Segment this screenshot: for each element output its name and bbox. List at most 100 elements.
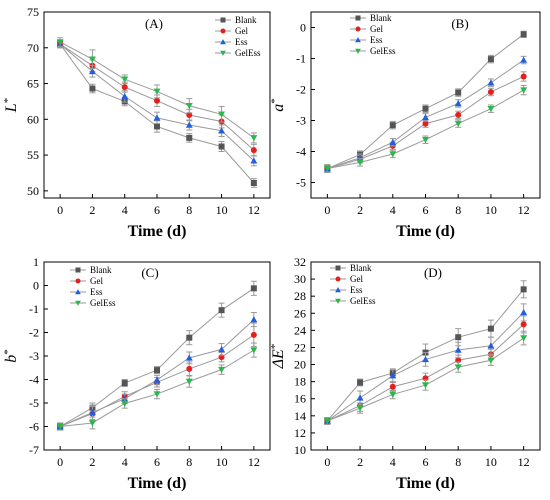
y-tick-label: 50: [27, 184, 39, 198]
data-point: [121, 400, 129, 407]
data-point: [455, 89, 462, 96]
series-blank: [57, 280, 257, 431]
y-axis-title: L*: [2, 98, 20, 113]
data-point: [520, 87, 528, 94]
data-point: [520, 31, 527, 38]
data-point: [218, 111, 226, 118]
legend-marker: [220, 17, 226, 23]
data-point: [520, 321, 527, 328]
series-line: [327, 89, 524, 170]
y-tick-label: 30: [294, 272, 306, 286]
legend-marker: [335, 287, 341, 293]
legend-marker: [220, 50, 226, 56]
legend-marker: [75, 300, 81, 306]
legend-label: Ess: [90, 287, 103, 297]
panel-label: (C): [141, 265, 158, 280]
series-geless: [323, 84, 528, 173]
x-axis-title: Time (d): [128, 223, 187, 240]
data-point: [153, 376, 161, 383]
data-point: [487, 105, 495, 113]
y-tick-label: 16: [294, 392, 306, 406]
y-tick-label: 75: [27, 5, 39, 19]
data-point: [154, 123, 160, 130]
legend-label: GelEss: [370, 46, 396, 56]
data-point: [520, 335, 528, 342]
data-point: [153, 391, 161, 398]
y-tick-label: 26: [294, 306, 306, 320]
y-tick-label: -5: [29, 396, 39, 410]
legend-label: Ess: [235, 37, 248, 47]
legend-label: Ess: [370, 35, 383, 45]
y-tick-label: -4: [296, 145, 306, 159]
data-point: [487, 88, 494, 95]
data-point: [218, 307, 225, 314]
x-axis-title: Time (d): [396, 223, 455, 240]
data-point: [250, 347, 258, 354]
data-point: [357, 379, 364, 386]
data-point: [356, 394, 364, 401]
data-point: [520, 286, 527, 293]
data-point: [422, 113, 429, 121]
data-point: [454, 120, 462, 128]
x-tick-label: 4: [390, 455, 396, 469]
x-tick-label: 12: [518, 455, 530, 469]
y-axis-title-main: ΔE: [270, 349, 287, 369]
y-tick-label: 24: [294, 323, 306, 337]
data-point: [89, 85, 96, 92]
x-tick-label: 6: [423, 455, 429, 469]
data-point: [186, 134, 193, 141]
y-tick-label: 18: [294, 375, 306, 389]
data-point: [186, 112, 193, 119]
y-axis-title-sup: *: [269, 98, 281, 104]
data-point: [422, 136, 429, 144]
data-point: [487, 325, 494, 332]
x-tick-label: 0: [57, 203, 63, 217]
data-point: [356, 405, 364, 412]
y-tick-label: 28: [294, 289, 306, 303]
legend-marker: [75, 278, 81, 284]
data-point: [422, 382, 429, 389]
data-point: [186, 334, 193, 341]
x-tick-label: 10: [485, 455, 497, 469]
data-point: [454, 100, 462, 107]
y-tick-label: 55: [27, 148, 39, 162]
y-tick-label: -7: [29, 443, 39, 457]
data-point: [454, 364, 462, 371]
x-tick-label: 0: [324, 203, 330, 217]
data-point: [323, 165, 331, 172]
x-tick-label: 10: [216, 455, 228, 469]
legend-label: Gel: [370, 24, 383, 34]
data-point: [422, 120, 429, 127]
data-point: [250, 179, 257, 186]
data-point: [520, 56, 528, 63]
y-tick-label: 12: [294, 426, 306, 440]
x-tick-label: 4: [390, 203, 396, 217]
legend-label: GelEss: [90, 298, 116, 308]
data-point: [487, 357, 495, 364]
data-point: [154, 367, 160, 374]
panel-label: (B): [451, 16, 468, 31]
y-tick-label: 60: [27, 112, 39, 126]
x-tick-label: 10: [485, 203, 497, 217]
y-axis-title-sup: *: [2, 98, 14, 104]
x-tick-label: 8: [186, 203, 192, 217]
data-point: [185, 378, 193, 385]
data-point: [218, 127, 226, 134]
series-geless: [56, 342, 258, 431]
data-point: [454, 346, 462, 353]
data-point: [218, 345, 226, 353]
y-tick-label: 14: [294, 409, 306, 423]
data-point: [356, 159, 364, 166]
data-point: [56, 39, 64, 46]
data-point: [250, 316, 258, 323]
legend-marker: [355, 37, 361, 43]
x-tick-label: 0: [324, 455, 330, 469]
legend-label: Blank: [235, 15, 257, 25]
y-tick-label: 1: [33, 255, 39, 269]
